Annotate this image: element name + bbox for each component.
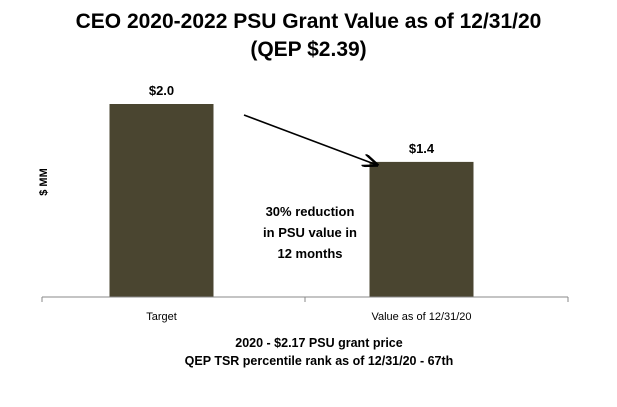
data-label: $2.0 bbox=[149, 83, 174, 98]
x-tick-label: Target bbox=[146, 311, 177, 323]
chart-subtitle: (QEP $2.39) bbox=[250, 38, 367, 61]
x-tick-label: Value as of 12/31/20 bbox=[371, 311, 471, 323]
footnote-1: 2020 - $2.17 PSU grant price bbox=[235, 336, 402, 350]
chart-title: CEO 2020-2022 PSU Grant Value as of 12/3… bbox=[75, 10, 542, 33]
annotation-line-1: 30% reduction bbox=[266, 204, 355, 219]
reduction-arrow bbox=[243, 114, 377, 165]
annotation-line-2: in PSU value in bbox=[263, 225, 357, 240]
bar-1 bbox=[369, 161, 474, 297]
y-axis-label: $ MM bbox=[38, 168, 50, 196]
footnote-2: QEP TSR percentile rank as of 12/31/20 -… bbox=[185, 354, 454, 368]
bar-0 bbox=[109, 104, 214, 297]
data-label: $1.4 bbox=[409, 141, 435, 156]
annotation-line-3: 12 months bbox=[277, 246, 342, 261]
